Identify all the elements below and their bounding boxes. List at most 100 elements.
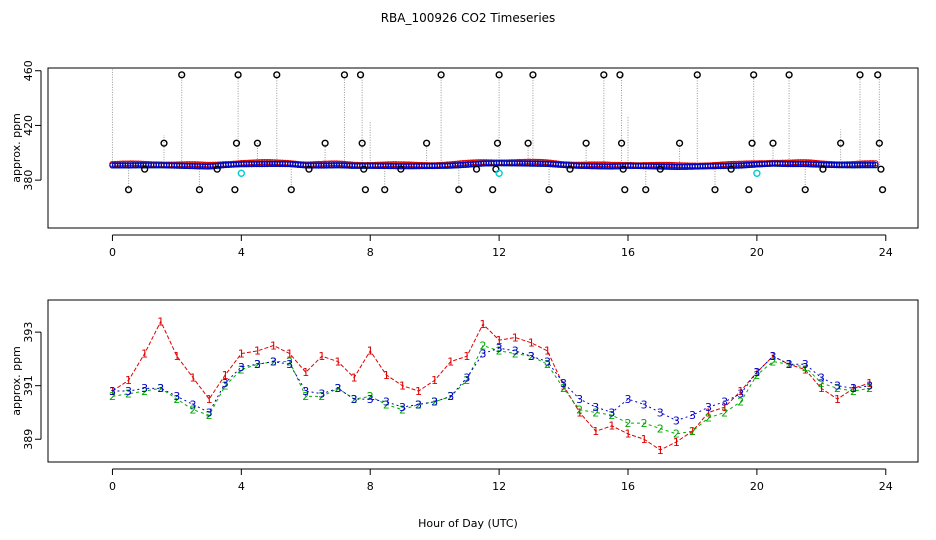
- series-3-marker: 3: [463, 372, 470, 385]
- series-1-marker: 1: [770, 350, 777, 363]
- flagged-point: [856, 71, 864, 79]
- series-1-marker: 1: [222, 369, 229, 382]
- series-2-marker: 2: [335, 382, 342, 395]
- flagged-point: [545, 186, 553, 194]
- flagged-point: [231, 186, 239, 194]
- series-3-marker: 3: [786, 358, 793, 371]
- series-1-marker: 1: [399, 380, 406, 393]
- flagged-point: [600, 71, 608, 79]
- bottom-x-tick-label: 0: [109, 480, 116, 493]
- top-plot-frame: [47, 67, 919, 229]
- flagged-point: [837, 139, 845, 147]
- series-3-marker: 3: [802, 358, 809, 371]
- flagged-point: [745, 186, 753, 194]
- top-x-tick-label: 20: [750, 246, 764, 259]
- series-3-marker: 3: [544, 355, 551, 368]
- series-3-marker: 3: [528, 350, 535, 363]
- series-2-marker: 2: [834, 382, 841, 395]
- series-2-marker: 2: [786, 358, 793, 371]
- calibration-point: [495, 169, 503, 177]
- series-1-marker: 1: [625, 428, 632, 441]
- series-3-marker: 3: [721, 396, 728, 409]
- series-2-marker: 2: [383, 398, 390, 411]
- series-3-marker: 3: [302, 385, 309, 398]
- flagged-point: [621, 186, 629, 194]
- series-2-marker: 2: [222, 380, 229, 393]
- top-y-tick-label: 460: [22, 60, 35, 81]
- flagged-point: [750, 71, 758, 79]
- series-1-marker: 1: [786, 358, 793, 371]
- flagged-point: [495, 71, 503, 79]
- series-3-marker: 3: [625, 393, 632, 406]
- series-2-marker: 2: [173, 393, 180, 406]
- flagged-point: [785, 71, 793, 79]
- series-3-marker: 3: [592, 401, 599, 414]
- series-1-marker: 1: [157, 315, 164, 328]
- series-1-marker: 1: [415, 385, 422, 398]
- bottom-x-tick-label: 20: [750, 480, 764, 493]
- flagged-point: [358, 139, 366, 147]
- bottom-y-tick-label: 393: [22, 322, 35, 343]
- series-3-marker: 3: [157, 382, 164, 395]
- series-2-marker: 2: [818, 377, 825, 390]
- top-x-tick-label: 24: [879, 246, 893, 259]
- series-2-marker: 2: [850, 385, 857, 398]
- series-1-marker: 1: [592, 425, 599, 438]
- series-3-marker: 3: [431, 396, 438, 409]
- flagged-point: [455, 186, 463, 194]
- series-2-marker: 2: [463, 374, 470, 387]
- calibration-point: [753, 169, 761, 177]
- flagged-point: [178, 71, 186, 79]
- bottom-x-tick-label: 8: [367, 480, 374, 493]
- series-2-marker: 2: [496, 345, 503, 358]
- flagged-point: [566, 165, 574, 173]
- series-3-marker: 3: [737, 388, 744, 401]
- series-2-marker: 2: [157, 382, 164, 395]
- flagged-point: [748, 139, 756, 147]
- flagged-point: [381, 186, 389, 194]
- series-3-marker: 3: [657, 406, 664, 419]
- series-3-marker: 3: [415, 398, 422, 411]
- bottom-y-axis: 389 391 393: [22, 322, 42, 450]
- series-1-marker: 1: [125, 374, 132, 387]
- series-3-marker: 3: [351, 393, 358, 406]
- series-1-marker: 1: [447, 355, 454, 368]
- flagged-point: [213, 165, 221, 173]
- flagged-point: [656, 165, 664, 173]
- series-3-marker: 3: [705, 401, 712, 414]
- series-1-marker: 1: [254, 345, 261, 358]
- series-1-marker: 1: [141, 347, 148, 360]
- flagged-point: [616, 71, 624, 79]
- series-1-marker: 1: [190, 372, 197, 385]
- series-2-marker: 2: [737, 396, 744, 409]
- series-3-marker: 3: [834, 380, 841, 393]
- series-3-line: [112, 347, 870, 422]
- series-1-marker: 1: [286, 347, 293, 360]
- series-2-marker: 2: [673, 428, 680, 441]
- series-3-marker: 3: [753, 366, 760, 379]
- series-3-marker: 3: [512, 345, 519, 358]
- flagged-point: [877, 165, 885, 173]
- flagged-point: [693, 71, 701, 79]
- series-3-marker: 3: [318, 388, 325, 401]
- flagged-point: [727, 165, 735, 173]
- series-2-marker: 2: [431, 396, 438, 409]
- series-1-marker: 1: [351, 372, 358, 385]
- top-panel: 0 4 8 12 16 20 24 380 420 460 approx. ppm: [10, 60, 919, 259]
- series-3-marker: 3: [576, 393, 583, 406]
- top-x-axis: 0 4 8 12 16 20 24: [109, 234, 893, 259]
- bottom-x-tick-label: 16: [621, 480, 635, 493]
- series-2-marker: 2: [705, 412, 712, 425]
- flagged-point: [642, 186, 650, 194]
- series-1-marker: 1: [463, 350, 470, 363]
- series-2-marker: 2: [415, 398, 422, 411]
- series-1-marker: 1: [512, 331, 519, 344]
- bottom-x-axis: 0 4 8 12 16 20 24: [109, 468, 893, 493]
- series-3-marker: 3: [222, 377, 229, 390]
- series-3-marker: 3: [641, 398, 648, 411]
- series-3-marker: 3: [673, 414, 680, 427]
- series-2-marker: 2: [206, 409, 213, 422]
- series-2-marker: 2: [866, 382, 873, 395]
